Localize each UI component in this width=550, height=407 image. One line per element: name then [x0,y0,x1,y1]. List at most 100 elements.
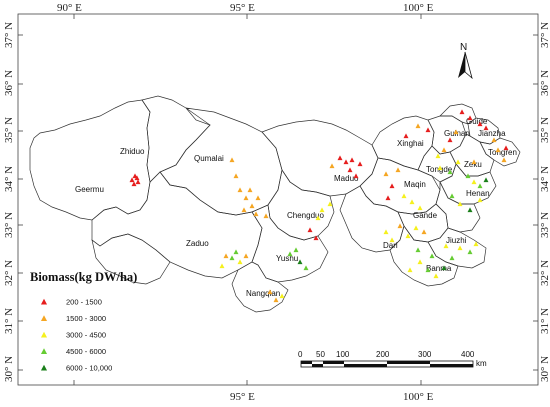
sample-site-marker [267,289,273,295]
sample-site-marker [347,167,353,173]
sample-site-marker [313,235,319,241]
sample-site-marker [243,195,249,201]
lon-label-top: 100° E [403,2,434,14]
sample-site-marker [407,267,413,273]
sample-site-marker [343,159,349,165]
scale-tick-label: 50 [316,350,325,359]
sample-site-marker [135,179,141,185]
region-label: Xinghai [397,139,424,148]
sample-sites [129,109,509,303]
lon-label-bottom: 100° E [403,391,434,403]
county-boundaries [29,95,521,313]
sample-site-marker [449,193,455,199]
sample-site-marker [385,195,391,201]
sample-site-marker [465,173,471,179]
lon-label-bottom: 95° E [230,391,255,403]
region-nangqian [231,261,289,313]
sample-site-marker [401,193,407,199]
sample-site-marker [383,171,389,177]
sample-site-marker [237,187,243,193]
region-southwest [91,233,171,285]
region-label: Maduo [334,174,359,183]
legend-symbol [40,298,48,305]
sample-site-marker [303,265,309,271]
sample-site-marker [425,127,431,133]
region-east-link [435,181,481,233]
sample-site-marker [297,259,303,265]
lat-label-right: 37° N [539,22,550,48]
sample-site-marker [477,121,483,127]
sample-site-marker [447,169,453,175]
sample-site-marker [223,253,229,259]
sample-site-marker [219,263,225,269]
sample-site-marker [421,229,427,235]
sample-site-marker [413,225,419,231]
region-banma [389,225,459,287]
sample-site-marker [473,241,479,247]
region-label: Dari [383,241,398,250]
sample-site-marker [459,109,465,115]
sample-site-marker [415,247,421,253]
sample-site-marker [409,199,415,205]
sample-site-marker [249,203,255,209]
sample-site-marker [483,177,489,183]
lat-label-left: 33° N [3,212,15,238]
lat-label-right: 30° N [539,356,550,382]
region-label: Zaduo [186,239,209,248]
legend-symbol [40,315,48,322]
region-label: Henan [466,189,490,198]
region-label: Chengduo [287,211,324,220]
region-label: Guide [466,117,488,126]
sample-site-marker [483,125,489,131]
lat-label-right: 31° N [539,308,550,334]
sample-site-marker [417,259,423,265]
scale-tick-label: 100 [336,350,350,359]
lat-label-right: 32° N [539,260,550,286]
sample-site-marker [247,187,253,193]
legend-label: 3000 - 4500 [66,331,106,340]
lat-label-left: 36° N [3,70,15,96]
legend-symbol [40,364,48,371]
sample-site-marker [307,227,313,233]
lat-label-left: 37° N [3,22,15,48]
region-zaduo [91,171,263,279]
sample-site-marker [477,197,483,203]
legend-symbol [40,331,48,338]
sample-site-marker [435,153,441,159]
sample-site-marker [467,115,473,121]
lat-label-left: 32° N [3,260,15,286]
sample-site-marker [337,155,343,161]
scale-bar: 0 50 100 200 300 400 km [298,350,487,368]
sample-site-marker [437,165,443,171]
sample-site-marker [353,173,359,179]
sample-site-marker [315,215,321,221]
region-label: Jianzha [478,129,506,138]
sample-site-marker [471,159,477,165]
region-label: Zeku [464,160,482,169]
sample-site-marker [229,157,235,163]
lat-label-right: 34° N [539,166,550,192]
sample-site-marker [319,207,325,213]
sample-site-marker [441,147,447,153]
sample-site-marker [383,229,389,235]
sample-site-marker [389,183,395,189]
sample-site-marker [447,137,453,143]
map-frame [17,13,539,386]
sample-site-marker [415,123,421,129]
region-label: Nangqian [246,289,280,298]
sample-site-marker [329,163,335,169]
sample-site-marker [467,249,473,255]
sample-site-marker [389,237,395,243]
sample-site-marker [229,255,235,261]
scale-segment [387,361,430,364]
region-label: Jiuzhi [446,236,467,245]
sample-site-marker [349,157,355,163]
legend-label: 200 - 1500 [66,298,102,307]
lat-label-right: 33° N [539,212,550,238]
sample-site-marker [131,181,137,187]
sample-site-marker [241,207,247,213]
sample-site-marker [397,223,403,229]
sample-site-marker [405,233,411,239]
sample-site-marker [491,137,497,143]
lat-label-left: 34° N [3,166,15,192]
